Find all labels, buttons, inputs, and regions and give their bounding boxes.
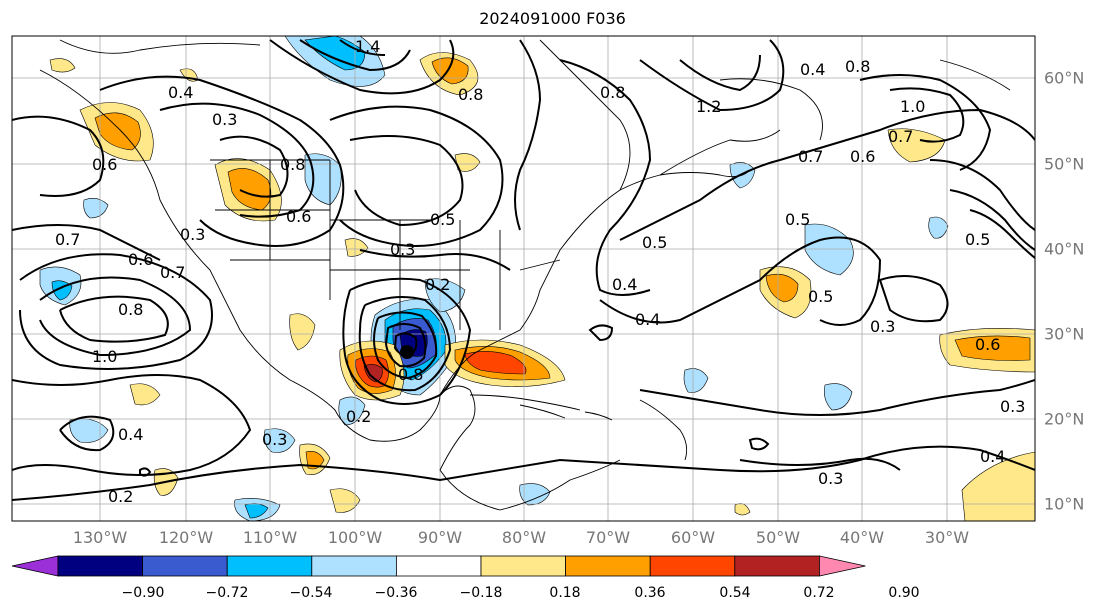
contour-label: 0.6: [975, 335, 1000, 354]
colorbar-tick: 0.72: [803, 585, 835, 601]
lat-label: 10°N: [1044, 494, 1085, 514]
contour-label: 0.8: [845, 57, 870, 76]
contour-label: 0.8: [398, 365, 423, 384]
contour-label: 0.5: [785, 210, 810, 229]
contour-label: 0.5: [965, 230, 990, 249]
colorbar-segment: [226, 555, 313, 577]
contour-label: 0.8: [280, 155, 305, 174]
contour-label: 0.6: [286, 207, 311, 226]
contour-label: 0.5: [430, 210, 455, 229]
lon-label: 90°W: [417, 528, 463, 547]
lon-label: 120°W: [158, 528, 214, 547]
contour-label: 0.6: [92, 155, 117, 174]
colorbar-tick: −0.54: [289, 585, 333, 601]
map-panel: 1.4 0.8 0.4 0.3 0.6 0.8 0.6 0.7 0.3 0.5 …: [12, 36, 1035, 521]
contour-label: 0.3: [212, 110, 237, 129]
lat-label: 60°N: [1044, 68, 1085, 88]
colorbar-segment: [480, 555, 566, 577]
colorbar-extend-max: [819, 555, 866, 577]
contour-label: 0.7: [888, 127, 913, 146]
lat-label: 40°N: [1044, 239, 1085, 259]
contour-label: 0.4: [635, 310, 660, 329]
colorbar-segment: [649, 555, 736, 577]
contour-label: 0.3: [262, 430, 287, 449]
colorbar-segment: [395, 555, 482, 577]
colorbar-segment: [57, 555, 143, 577]
contour-label: 0.5: [642, 233, 667, 252]
contour-label: 0.2: [346, 407, 371, 426]
colorbar-segment: [734, 555, 820, 577]
contour-label: 0.8: [600, 83, 625, 102]
contour-label: 0.7: [160, 263, 185, 282]
contour-label: 0.3: [1000, 397, 1025, 416]
contour-label: 0.4: [612, 275, 637, 294]
map-title: 2024091000 F036: [479, 9, 626, 28]
lat-label: 20°N: [1044, 409, 1085, 429]
contour-label: 0.6: [850, 147, 875, 166]
contour-labels: 1.4 0.8 0.4 0.3 0.6 0.8 0.6 0.7 0.3 0.5 …: [55, 37, 1025, 506]
colorbar-tick: 0.36: [634, 585, 666, 601]
contour-label: 0.4: [980, 447, 1005, 466]
lat-label: 50°N: [1044, 154, 1085, 174]
contour-label: 0.4: [800, 60, 825, 79]
contour-label: 0.3: [818, 469, 843, 488]
colorbar-tick: −0.72: [205, 585, 249, 601]
lat-label: 30°N: [1044, 324, 1085, 344]
contour-label: 0.3: [180, 225, 205, 244]
contour-label: 0.7: [798, 147, 823, 166]
lon-label: 100°W: [327, 528, 383, 547]
lon-label: 30°W: [924, 528, 970, 547]
colorbar-tick: 0.54: [719, 585, 751, 601]
colorbar-segment: [565, 555, 651, 577]
contour-label: 1.4: [355, 37, 380, 56]
colorbar-extend-min: [11, 555, 59, 577]
colorbar-segment: [142, 555, 228, 577]
lon-label: 40°W: [839, 528, 885, 547]
contour-label: 0.3: [390, 240, 415, 259]
lon-label: 60°W: [670, 528, 716, 547]
colorbar-segment: [311, 555, 397, 577]
lon-label: 80°W: [501, 528, 547, 547]
contour-label: 1.2: [696, 97, 721, 116]
lon-label: 70°W: [585, 528, 631, 547]
colorbar-tick: 0.18: [549, 585, 581, 601]
colorbar-tick: −0.36: [374, 585, 418, 601]
storm-center-marker: [400, 345, 414, 359]
contour-label: 0.2: [108, 487, 133, 506]
colorbar-tick: −0.18: [459, 585, 503, 601]
contour-label: 0.2: [425, 275, 450, 294]
contour-label: 1.0: [900, 97, 925, 116]
contour-label: 0.4: [118, 425, 143, 444]
map-frame: [11, 35, 1036, 522]
contour-label: 0.7: [55, 230, 80, 249]
lon-label: 50°W: [755, 528, 801, 547]
contour-label: 1.0: [92, 347, 117, 366]
contour-label: 0.8: [118, 300, 143, 319]
contour-label: 0.3: [870, 317, 895, 336]
colorbar-tick: 0.90: [888, 585, 920, 601]
contour-label: 0.6: [128, 250, 153, 269]
contour-label: 0.5: [808, 287, 833, 306]
colorbar: [11, 555, 866, 577]
lon-label: 110°W: [242, 528, 298, 547]
colorbar-tick: −0.90: [121, 585, 165, 601]
lon-label: 130°W: [72, 528, 128, 547]
contour-label: 0.4: [168, 83, 193, 102]
contour-label: 0.8: [458, 85, 483, 104]
contour-lines: [12, 39, 1035, 501]
